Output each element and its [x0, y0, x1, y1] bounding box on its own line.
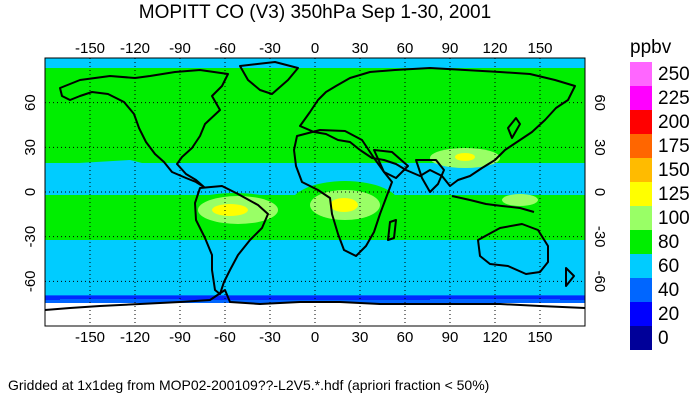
footer-note: Gridded at 1x1deg from MOP02-200109??-L2…: [8, 377, 490, 393]
colorbar-label: 80: [658, 232, 680, 253]
coast-madagascar: [387, 219, 397, 241]
lon-tick-label-top: -90: [169, 40, 191, 57]
lon-ticks-top: -150 -120 -90 -60 -30 0 30 60 90 120 150: [75, 40, 553, 57]
lat-tick-label-left: 60: [22, 94, 39, 111]
colorbar-level: 100: [630, 206, 700, 230]
lon-tick-label-top: 60: [397, 40, 414, 57]
colorbar-swatch: [630, 110, 652, 134]
coast-south-america: [194, 185, 269, 295]
colorbar-label: 40: [658, 280, 680, 301]
colorbar-swatch: [630, 206, 652, 230]
colorbar-swatch: [630, 278, 652, 302]
lon-tick-label-bottom: -30: [259, 329, 281, 346]
lat-tick-label-left: 30: [22, 139, 39, 156]
lon-tick-label-bottom: -120: [120, 329, 150, 346]
lat-ticks-left: 60 30 0 -30 -60: [22, 94, 39, 292]
coast-greenland: [239, 61, 299, 95]
coast-africa: [293, 129, 393, 257]
lon-tick-label-bottom: -90: [169, 329, 191, 346]
colorbar-level: 80: [630, 230, 700, 254]
colorbar-label: 125: [658, 184, 690, 205]
colorbar-level: 150: [630, 158, 700, 182]
lat-tick-label-right: 30: [591, 139, 608, 156]
colorbar-swatch: [630, 158, 652, 182]
colorbar-swatch: [630, 134, 652, 158]
lat-tick-label-right: -60: [591, 270, 608, 292]
coast-indonesia: [451, 195, 535, 213]
coastlines: [45, 61, 585, 311]
coast-india: [415, 159, 445, 193]
lat-tick-label-right: -30: [591, 226, 608, 248]
colorbar-level: 250: [630, 62, 700, 86]
colorbar-swatch: [630, 326, 652, 350]
lon-tick-label-bottom: -60: [214, 329, 236, 346]
colorbar-level: 0: [630, 326, 700, 350]
colorbar-level: 200: [630, 110, 700, 134]
coast-north-america: [59, 69, 229, 188]
lon-tick-label-bottom: 90: [442, 329, 459, 346]
lon-tick-label-top: 90: [442, 40, 459, 57]
lon-tick-label-bottom: 120: [482, 329, 507, 346]
colorbar-swatch: [630, 254, 652, 278]
lon-tick-label-top: -120: [120, 40, 150, 57]
graticule: [45, 58, 585, 326]
colorbar-swatch: [630, 230, 652, 254]
lon-tick-label-top: 30: [352, 40, 369, 57]
lon-ticks-bottom: -150 -120 -90 -60 -30 0 30 60 90 120 150: [75, 329, 553, 346]
colorbar-level: 125: [630, 182, 700, 206]
lon-tick-label-top: 150: [527, 40, 552, 57]
lat-tick-label-left: -60: [22, 270, 39, 292]
colorbar-level: 40: [630, 278, 700, 302]
coast-australia: [477, 223, 549, 275]
lon-tick-label-bottom: 60: [397, 329, 414, 346]
colorbar-level: 60: [630, 254, 700, 278]
colorbar-label: 150: [658, 160, 690, 181]
colorbar-unit: ppbv: [630, 37, 672, 58]
lon-tick-label-bottom: 150: [527, 329, 552, 346]
colorbar-swatch: [630, 62, 652, 86]
lon-tick-label-bottom: -150: [75, 329, 105, 346]
map-frame: [44, 57, 586, 327]
colorbar-label: 250: [658, 64, 690, 85]
coast-arabia: [373, 149, 409, 179]
colorbar-level: 175: [630, 134, 700, 158]
lat-tick-label-right: 60: [591, 94, 608, 111]
lon-tick-label-top: -150: [75, 40, 105, 57]
colorbar-swatch: [630, 182, 652, 206]
colorbar-legend: ppbv 250 225 200 175 150 125 100 80 60 40 20 0: [630, 37, 700, 362]
colorbar-level: 225: [630, 86, 700, 110]
map-title: MOPITT CO (V3) 350hPa Sep 1-30, 2001: [138, 2, 492, 23]
colorbar-label: 100: [658, 208, 690, 229]
coast-japan: [507, 117, 521, 139]
lon-tick-label-top: 120: [482, 40, 507, 57]
colorbar-label: 20: [658, 304, 680, 325]
co-concentration-map: -150 -120 -90 -60 -30 0 30 60 90 120 150 -150 -120-…: [22, 40, 608, 346]
lon-tick-label-bottom: 0: [311, 329, 319, 346]
colorbar-swatch: [630, 302, 652, 326]
colorbar-label: 0: [658, 328, 669, 349]
lon-tick-label-top: 0: [311, 40, 319, 57]
coast-antarctica: [45, 289, 585, 311]
lon-tick-label-bottom: 30: [352, 329, 369, 346]
colorbar-label: 60: [658, 256, 680, 277]
colorbar-swatch: [630, 86, 652, 110]
lon-tick-label-top: -60: [214, 40, 236, 57]
lat-tick-label-right: 0: [591, 188, 608, 196]
colorbar-level: 20: [630, 302, 700, 326]
lat-ticks-right: 60 30 0 -30 -60: [591, 94, 608, 292]
colorbar-label: 175: [658, 136, 690, 157]
lon-tick-label-top: -30: [259, 40, 281, 57]
colorbar-label: 225: [658, 88, 690, 109]
lat-tick-label-left: -30: [22, 226, 39, 248]
lat-tick-label-left: 0: [22, 188, 39, 196]
colorbar-label: 200: [658, 112, 690, 133]
